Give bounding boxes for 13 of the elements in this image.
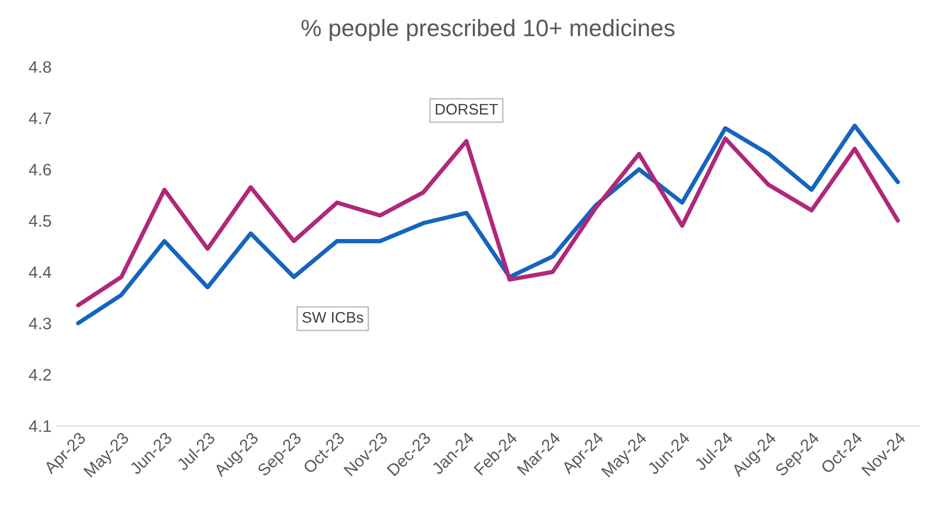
chart-title: % people prescribed 10+ medicines	[301, 19, 675, 42]
y-tick-label: 4.1	[28, 420, 51, 432]
text: DORSET	[436, 104, 498, 115]
y-tick-label: 4.3	[28, 318, 51, 330]
y-tick-label: 4.8	[28, 61, 51, 73]
text: SW ICBs	[302, 312, 364, 323]
line-series	[76, 136, 900, 308]
y-tick-label: 4.5	[28, 215, 52, 227]
line-series	[76, 124, 900, 326]
y-tick-label: 4.4	[28, 266, 52, 278]
y-tick-label: 4.7	[28, 112, 51, 124]
y-tick-label: 4.6	[28, 164, 51, 176]
y-tick-label: 4.2	[28, 368, 51, 381]
